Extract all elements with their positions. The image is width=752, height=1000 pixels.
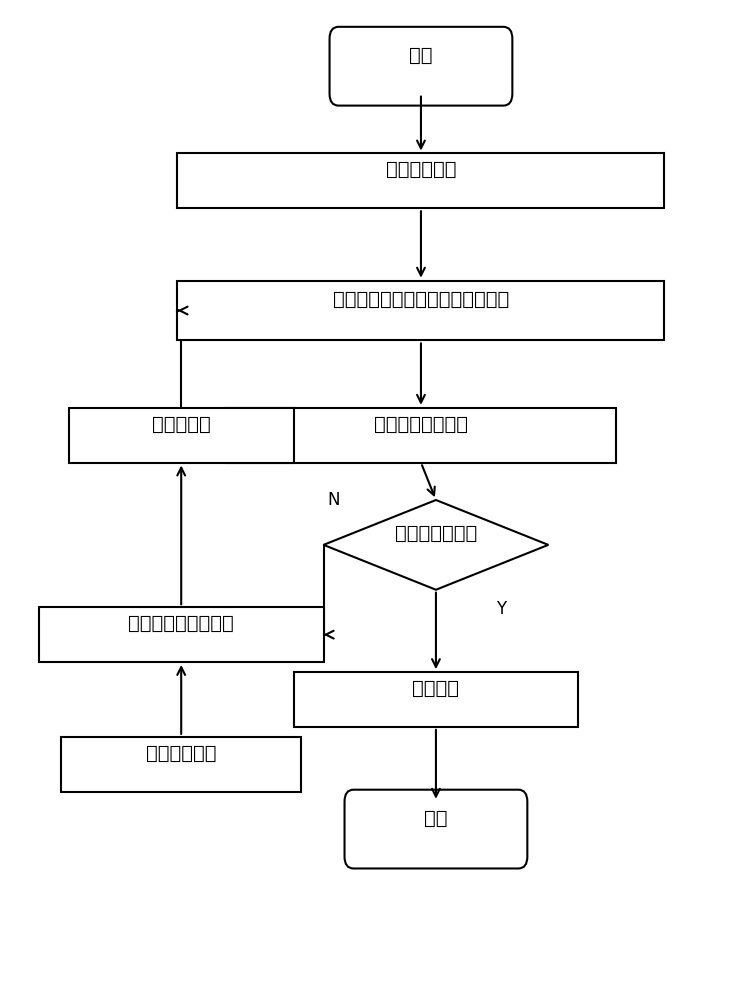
Text: 求解正问题获得测量物理量计算值: 求解正问题获得测量物理量计算值 <box>333 290 509 331</box>
Text: 输出结果: 输出结果 <box>412 679 459 720</box>
Text: 计算优化目标函数: 计算优化目标函数 <box>374 415 468 456</box>
Text: 收敛条件满足？: 收敛条件满足？ <box>395 524 477 565</box>
Bar <box>69 408 293 463</box>
Text: 复变量求导法: 复变量求导法 <box>146 744 217 785</box>
Bar <box>226 408 616 463</box>
Bar <box>177 281 665 340</box>
Text: 开始: 开始 <box>409 46 432 87</box>
Text: 更新辨识值: 更新辨识值 <box>152 415 211 456</box>
Bar <box>293 672 578 727</box>
Bar <box>62 737 301 792</box>
Text: Y: Y <box>496 600 506 639</box>
Text: N: N <box>327 491 340 530</box>
Text: 计算灵敏度矩阵系数: 计算灵敏度矩阵系数 <box>129 614 234 655</box>
Bar <box>177 153 665 208</box>
Polygon shape <box>323 500 548 590</box>
FancyBboxPatch shape <box>344 790 527 868</box>
Text: 结束: 结束 <box>424 809 447 850</box>
Bar <box>39 607 323 662</box>
Text: 读取输入数据: 读取输入数据 <box>386 160 456 201</box>
FancyBboxPatch shape <box>329 27 512 106</box>
